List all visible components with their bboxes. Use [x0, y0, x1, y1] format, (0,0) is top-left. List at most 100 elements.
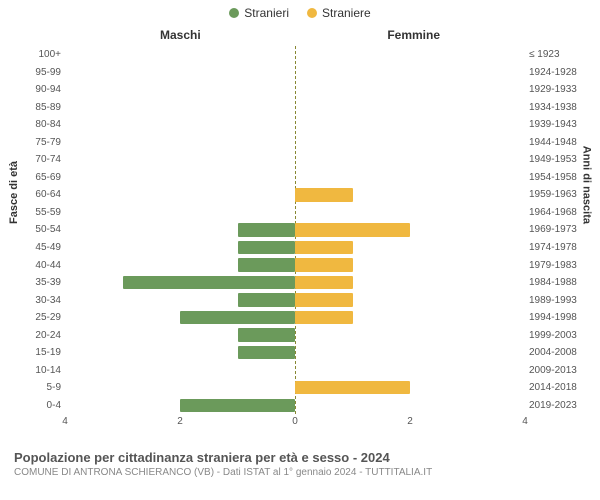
- age-label: 55-59: [17, 207, 61, 218]
- x-tick: 0: [292, 416, 298, 427]
- chart-row: 20-241999-2003: [65, 326, 525, 344]
- bar-male: [238, 258, 296, 271]
- birth-label: 1969-1973: [529, 224, 587, 235]
- birth-label: 1979-1983: [529, 260, 587, 271]
- bar-female: [295, 258, 353, 271]
- chart-row: 35-391984-1988: [65, 274, 525, 292]
- chart-row: 70-741949-1953: [65, 151, 525, 169]
- birth-label: 1984-1988: [529, 277, 587, 288]
- birth-label: 1939-1943: [529, 119, 587, 130]
- bar-male: [238, 293, 296, 306]
- chart-area: Maschi Femmine Fasce di età Anni di nasc…: [10, 24, 590, 444]
- col-header-male: Maschi: [160, 28, 201, 42]
- birth-label: 2014-2018: [529, 382, 587, 393]
- birth-label: 1929-1933: [529, 84, 587, 95]
- age-label: 15-19: [17, 347, 61, 358]
- x-tick: 2: [177, 416, 183, 427]
- age-label: 100+: [17, 49, 61, 60]
- legend-female: Straniere: [307, 6, 371, 20]
- bar-male: [238, 346, 296, 359]
- birth-label: 2019-2023: [529, 400, 587, 411]
- bar-female: [295, 241, 353, 254]
- age-label: 30-34: [17, 295, 61, 306]
- age-label: 50-54: [17, 224, 61, 235]
- swatch-male: [229, 8, 239, 18]
- birth-label: 1924-1928: [529, 67, 587, 78]
- birth-label: 1999-2003: [529, 330, 587, 341]
- birth-label: ≤ 1923: [529, 49, 587, 60]
- age-label: 95-99: [17, 67, 61, 78]
- bar-female: [295, 311, 353, 324]
- bar-female: [295, 223, 410, 236]
- chart-row: 10-142009-2013: [65, 361, 525, 379]
- chart-row: 40-441979-1983: [65, 256, 525, 274]
- chart-row: 75-791944-1948: [65, 134, 525, 152]
- age-label: 35-39: [17, 277, 61, 288]
- plot-area: 100+≤ 192395-991924-192890-941929-193385…: [65, 46, 525, 414]
- age-label: 60-64: [17, 189, 61, 200]
- birth-label: 1944-1948: [529, 137, 587, 148]
- bar-female: [295, 293, 353, 306]
- age-label: 90-94: [17, 84, 61, 95]
- age-label: 10-14: [17, 365, 61, 376]
- birth-label: 1964-1968: [529, 207, 587, 218]
- age-label: 70-74: [17, 154, 61, 165]
- chart-row: 25-291994-1998: [65, 309, 525, 327]
- age-label: 65-69: [17, 172, 61, 183]
- chart-row: 45-491974-1978: [65, 239, 525, 257]
- chart-row: 5-92014-2018: [65, 379, 525, 397]
- bar-male: [123, 276, 296, 289]
- bar-male: [180, 311, 295, 324]
- chart-row: 60-641959-1963: [65, 186, 525, 204]
- footer: Popolazione per cittadinanza straniera p…: [0, 444, 600, 478]
- legend-male: Stranieri: [229, 6, 289, 20]
- x-tick: 4: [522, 416, 528, 427]
- age-label: 20-24: [17, 330, 61, 341]
- age-label: 75-79: [17, 137, 61, 148]
- birth-label: 1934-1938: [529, 102, 587, 113]
- chart-row: 95-991924-1928: [65, 64, 525, 82]
- chart-row: 85-891934-1938: [65, 99, 525, 117]
- bar-male: [180, 399, 295, 412]
- chart-row: 100+≤ 1923: [65, 46, 525, 64]
- bar-male: [238, 223, 296, 236]
- age-label: 0-4: [17, 400, 61, 411]
- chart-row: 15-192004-2008: [65, 344, 525, 362]
- swatch-female: [307, 8, 317, 18]
- chart-row: 65-691954-1958: [65, 169, 525, 187]
- age-label: 25-29: [17, 312, 61, 323]
- bar-female: [295, 276, 353, 289]
- age-label: 80-84: [17, 119, 61, 130]
- legend: Stranieri Straniere: [0, 0, 600, 24]
- birth-label: 1959-1963: [529, 189, 587, 200]
- age-label: 85-89: [17, 102, 61, 113]
- chart-row: 90-941929-1933: [65, 81, 525, 99]
- bar-female: [295, 381, 410, 394]
- age-label: 5-9: [17, 382, 61, 393]
- chart-row: 55-591964-1968: [65, 204, 525, 222]
- chart-row: 50-541969-1973: [65, 221, 525, 239]
- bar-male: [238, 328, 296, 341]
- age-label: 40-44: [17, 260, 61, 271]
- birth-label: 2004-2008: [529, 347, 587, 358]
- chart-row: 0-42019-2023: [65, 396, 525, 414]
- col-header-female: Femmine: [387, 28, 440, 42]
- birth-label: 1949-1953: [529, 154, 587, 165]
- chart-row: 30-341989-1993: [65, 291, 525, 309]
- age-label: 45-49: [17, 242, 61, 253]
- chart-row: 80-841939-1943: [65, 116, 525, 134]
- bar-male: [238, 241, 296, 254]
- bar-female: [295, 188, 353, 201]
- legend-male-label: Stranieri: [244, 6, 289, 20]
- x-axis: 4 2 0 2 4: [65, 416, 525, 432]
- chart-subtitle: COMUNE DI ANTRONA SCHIERANCO (VB) - Dati…: [14, 467, 586, 478]
- x-tick: 2: [407, 416, 413, 427]
- birth-label: 1989-1993: [529, 295, 587, 306]
- birth-label: 1974-1978: [529, 242, 587, 253]
- birth-label: 1994-1998: [529, 312, 587, 323]
- x-tick: 4: [62, 416, 68, 427]
- birth-label: 2009-2013: [529, 365, 587, 376]
- legend-female-label: Straniere: [322, 6, 371, 20]
- chart-title: Popolazione per cittadinanza straniera p…: [14, 450, 586, 465]
- birth-label: 1954-1958: [529, 172, 587, 183]
